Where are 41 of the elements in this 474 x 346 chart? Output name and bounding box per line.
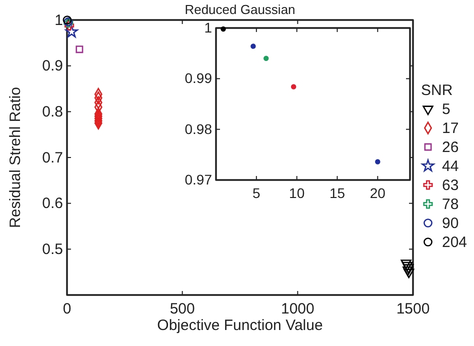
- x-tick-label: 0: [62, 300, 72, 318]
- x-tick-label: 15: [329, 184, 346, 201]
- x-tick-label: 500: [170, 300, 195, 318]
- x-tick-label: 10: [289, 184, 305, 201]
- legend-label: 44: [442, 158, 459, 175]
- y-tick-label: 0.99: [184, 70, 212, 86]
- x-tick-label: 1000: [280, 300, 314, 318]
- legend-label: 204: [442, 234, 468, 251]
- legend-label: 63: [442, 177, 459, 194]
- y-tick-label: 0.8: [42, 103, 63, 120]
- y-tick-label: 1: [204, 19, 212, 36]
- y-tick-label: 0.9: [42, 58, 63, 75]
- x-tick-label: 5: [252, 184, 261, 201]
- point: [402, 262, 413, 272]
- point: [64, 20, 74, 30]
- point: [65, 25, 78, 38]
- legend-label: 90: [442, 215, 459, 232]
- point: [404, 268, 414, 278]
- legend-label: 26: [442, 139, 459, 156]
- point: [375, 159, 380, 164]
- point: [400, 260, 412, 269]
- y-tick-label: 0.6: [42, 195, 63, 212]
- legend-label: 78: [442, 196, 459, 213]
- y-tick-label: 0.97: [184, 171, 212, 188]
- legend-label: 5: [442, 101, 450, 118]
- y-tick-label: 0.98: [184, 120, 212, 137]
- y-tick-label: 0.5: [42, 240, 63, 258]
- point: [76, 46, 84, 54]
- point: [264, 56, 269, 62]
- x-tick-label: 1500: [396, 300, 430, 318]
- chart-title: Reduced Gaussian: [184, 2, 296, 17]
- x-axis-title: Objective Function Value: [157, 317, 323, 334]
- y-tick-label: 0.7: [42, 149, 63, 166]
- point: [290, 84, 296, 90]
- legend-title: SNR: [421, 82, 453, 99]
- y-tick-label: 1: [54, 12, 63, 29]
- legend-label: 17: [442, 120, 459, 137]
- x-tick-label: 20: [370, 184, 386, 201]
- y-axis-title: Residual Strehl Ratio: [7, 87, 24, 228]
- point: [220, 26, 226, 32]
- point: [250, 44, 256, 49]
